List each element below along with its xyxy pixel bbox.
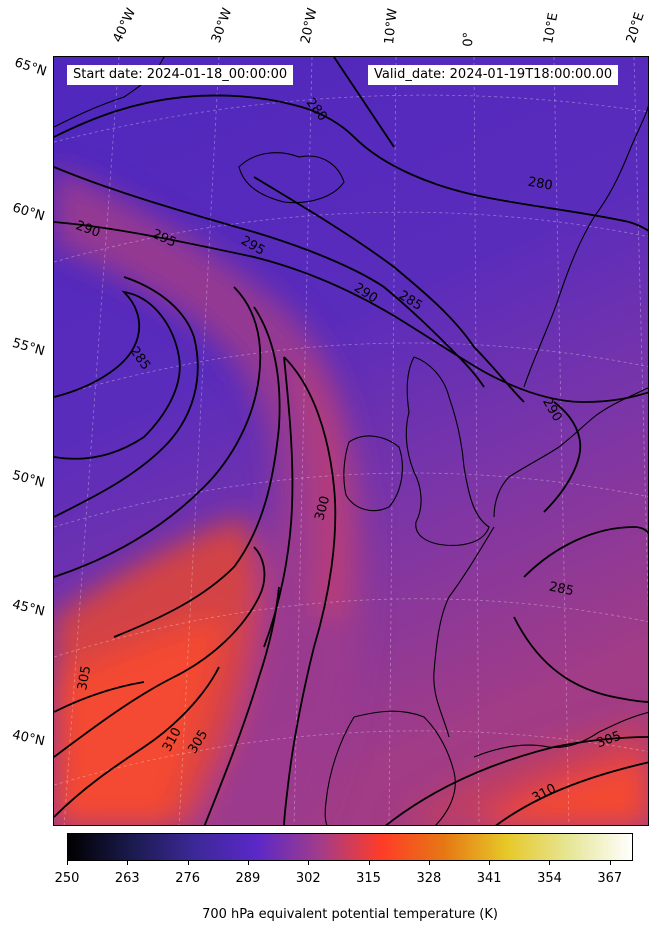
- colorbar-tick-label: 250: [54, 871, 80, 886]
- contour-label: 285: [548, 579, 575, 599]
- contour-label: 280: [527, 175, 554, 194]
- longitude-label: 20°E: [623, 10, 648, 46]
- longitude-label: 30°W: [208, 6, 236, 45]
- colorbar-tickmark: [67, 861, 68, 865]
- colorbar-tick-label: 328: [416, 871, 442, 886]
- colorbar-tickmark: [428, 861, 430, 865]
- start-date-box: Start date: 2024-01-18_00:00:00: [67, 65, 294, 85]
- contour-lines: [54, 57, 648, 825]
- latitude-label: 55°N: [10, 335, 47, 360]
- longitude-label: 10°E: [541, 11, 562, 45]
- colorbar-tickmark: [247, 861, 249, 865]
- colorbar-tick-label: 315: [356, 871, 381, 886]
- latitude-label: 45°N: [10, 597, 47, 620]
- colorbar: [67, 833, 633, 861]
- colorbar-tick-label: 276: [175, 871, 201, 886]
- longitude-label: 0°: [461, 31, 477, 47]
- colorbar-tickmark: [368, 861, 370, 865]
- longitude-label: 10°W: [382, 7, 401, 45]
- colorbar-tickmark: [609, 861, 611, 865]
- colorbar-tickmark: [187, 861, 189, 865]
- colorbar-tick-label: 302: [295, 871, 321, 886]
- contour-label: 305: [75, 665, 94, 692]
- contour-label: 300: [312, 494, 333, 522]
- colorbar-tickmark: [549, 861, 551, 865]
- map-panel: 280 280 285 285 285 290 290 290 295 295 …: [53, 56, 649, 826]
- colorbar-tick-label: 263: [114, 871, 140, 886]
- colorbar-tick-label: 367: [597, 871, 623, 886]
- latitude-label: 40°N: [10, 727, 47, 750]
- colorbar-tick-label: 289: [235, 871, 261, 886]
- longitude-label: 20°W: [298, 6, 321, 45]
- coastlines: [54, 57, 648, 825]
- longitude-label: 40°W: [110, 6, 140, 45]
- colorbar-tickmark: [489, 861, 491, 865]
- colorbar-tick-label: 341: [476, 871, 502, 886]
- latitude-label: 65°N: [12, 55, 49, 80]
- map-svg: 280 280 285 285 285 290 290 290 295 295 …: [54, 57, 648, 825]
- latitude-label: 50°N: [10, 468, 47, 491]
- colorbar-tickmark: [127, 861, 129, 865]
- warm-band: [54, 167, 648, 825]
- colorbar-label: 700 hPa equivalent potential temperature…: [202, 907, 498, 922]
- latitude-label: 60°N: [10, 200, 47, 225]
- colorbar-tickmark: [308, 861, 310, 865]
- colorbar-tick-label: 354: [537, 871, 562, 886]
- valid-date-box: Valid_date: 2024-01-19T18:00:00.00: [368, 65, 619, 85]
